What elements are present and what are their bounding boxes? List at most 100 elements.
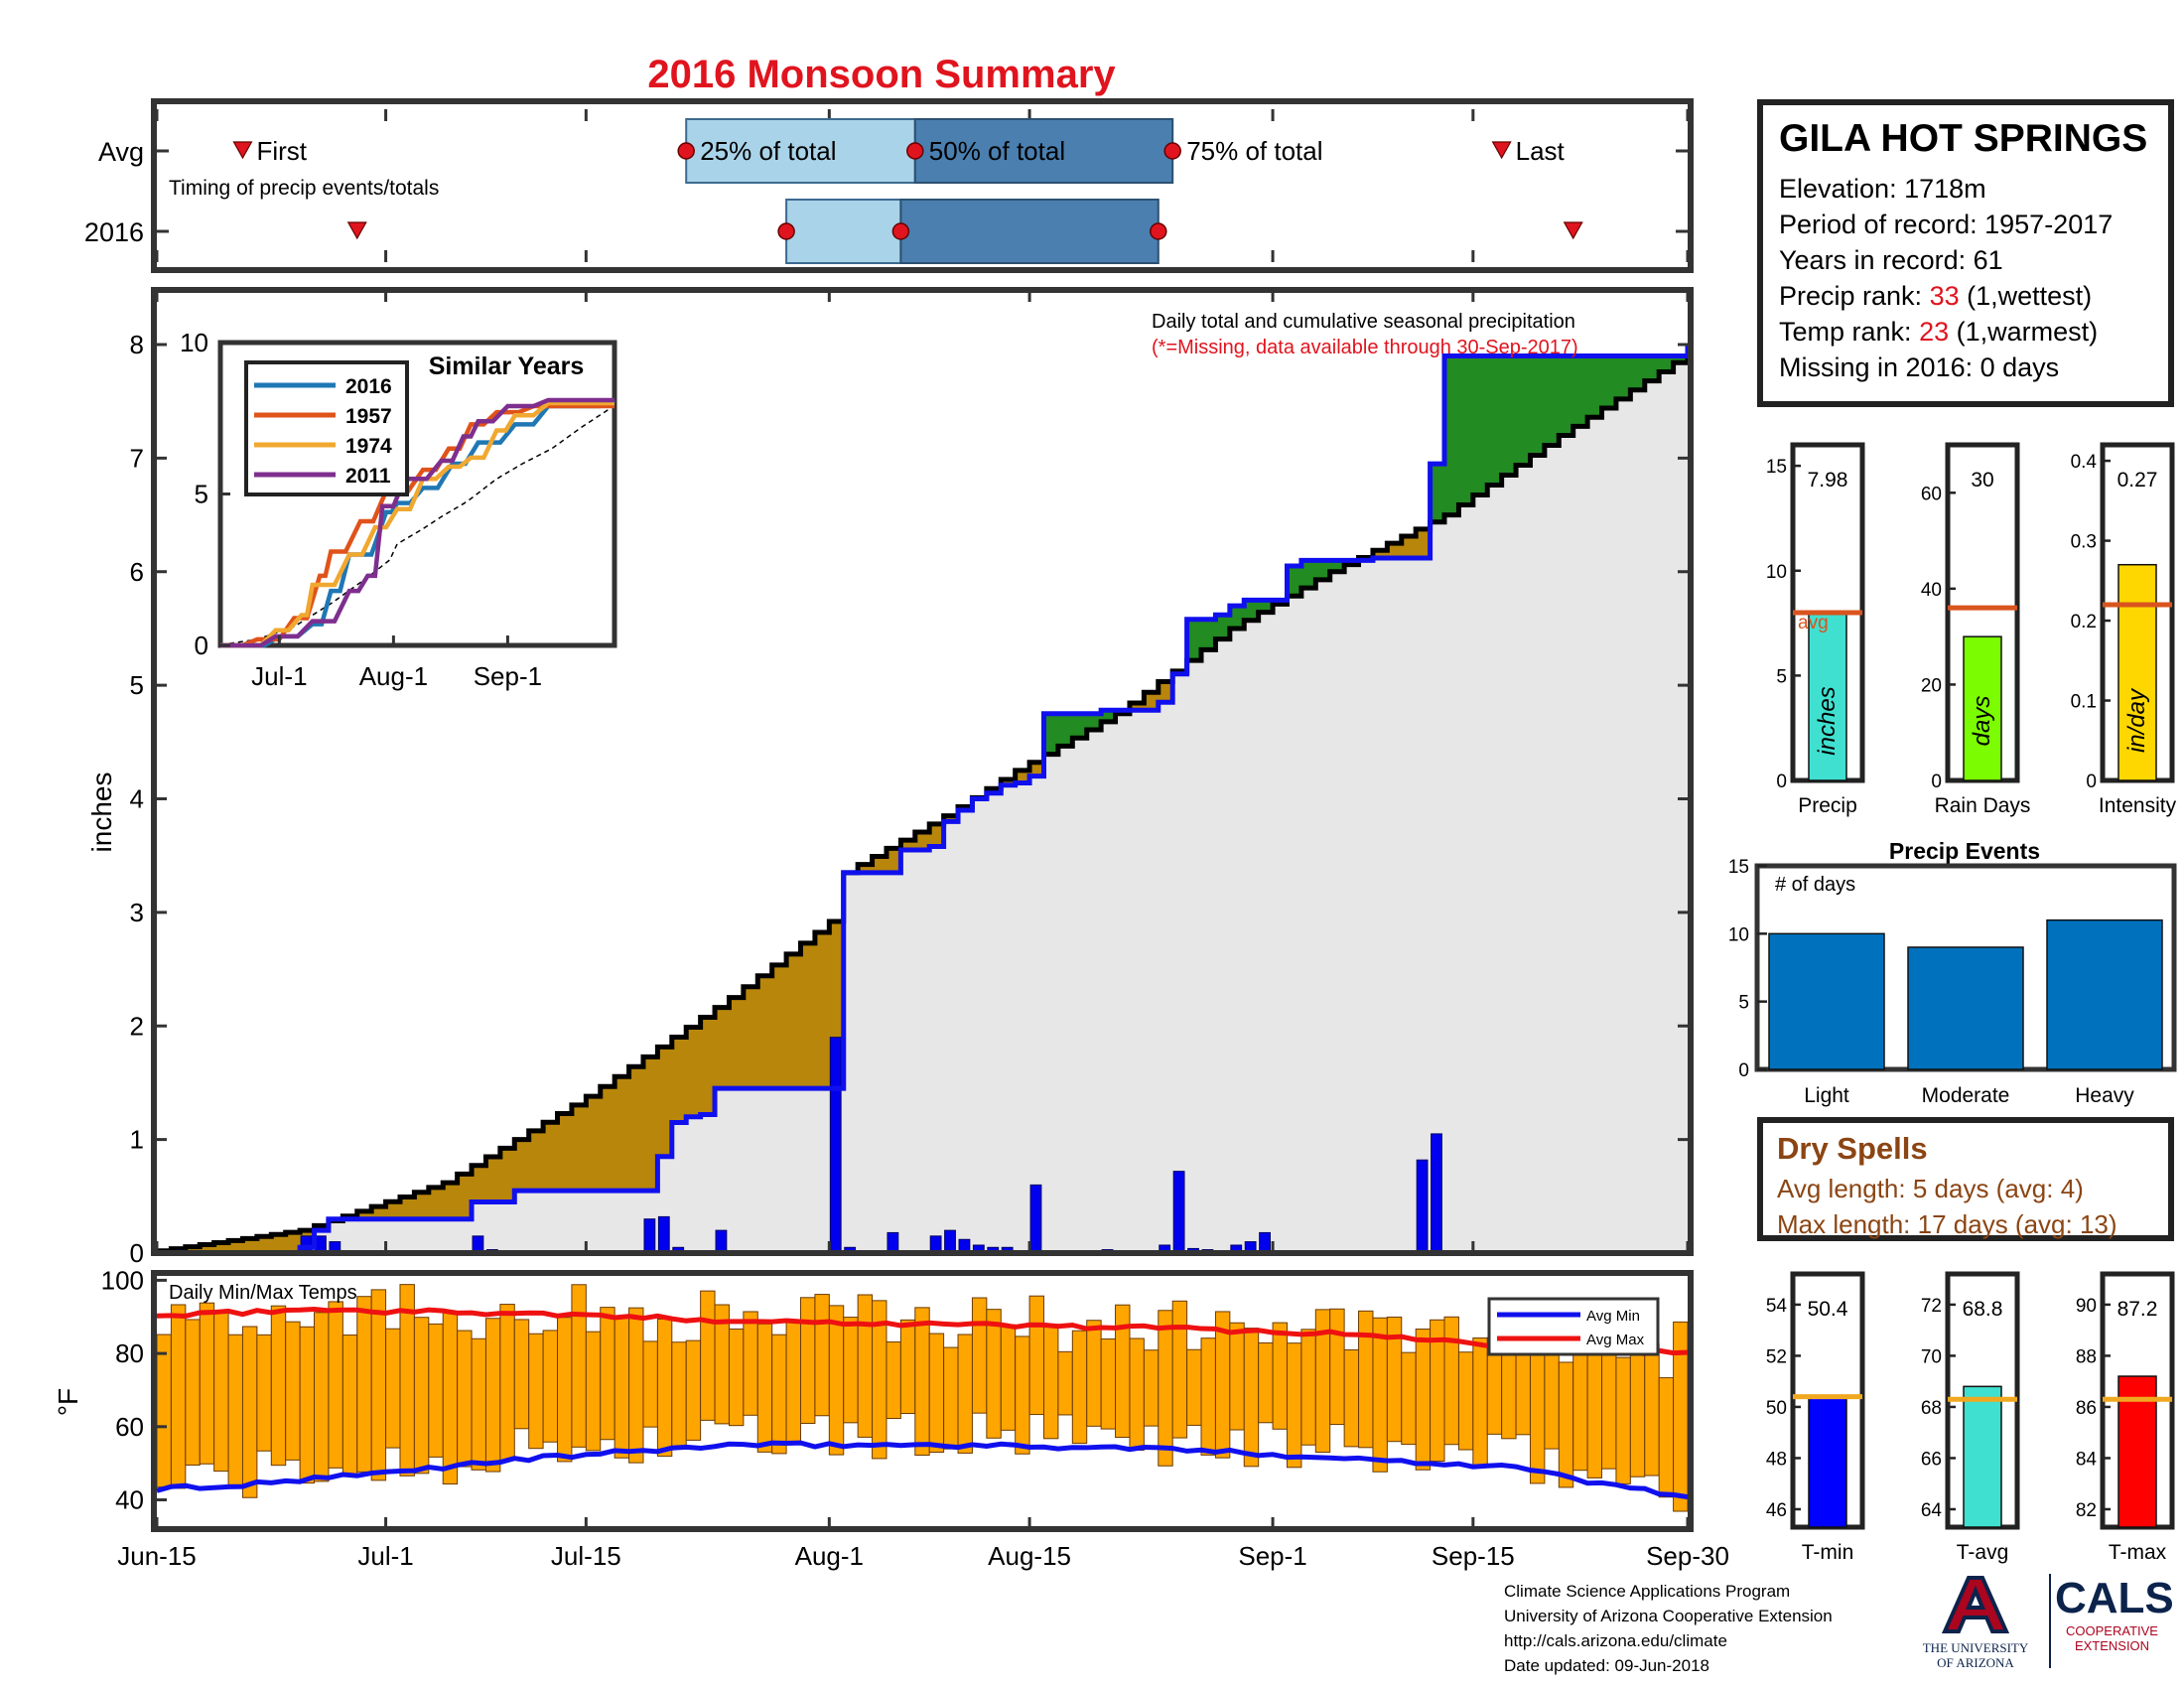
daily-precip-bar bbox=[643, 1218, 656, 1254]
missing-value: 0 days bbox=[1979, 352, 2060, 382]
daily-temp-range-bar bbox=[585, 1331, 602, 1452]
similar-years-title: Similar Years bbox=[429, 352, 585, 380]
above-average-band bbox=[1659, 355, 1675, 372]
below-average-band bbox=[543, 1122, 559, 1192]
precip-y-tick-label: 20 bbox=[1921, 675, 1942, 696]
period-value: 1957-2017 bbox=[1984, 210, 2114, 239]
inset-x-tick-label: Aug-1 bbox=[359, 661, 428, 691]
below-average-band bbox=[428, 1187, 444, 1219]
precip-value-bar bbox=[2117, 563, 2157, 781]
daily-temp-range-bar bbox=[1515, 1341, 1531, 1436]
precip-y-tick-label: 1 bbox=[130, 1125, 144, 1155]
precip-y-tick-label: 0.1 bbox=[2071, 692, 2097, 713]
daily-temp-range-bar bbox=[542, 1330, 559, 1443]
precip-events-annotation: # of days bbox=[1775, 874, 1855, 896]
years-label: Years in record: bbox=[1779, 245, 1967, 275]
precip-events-y-tick-label: 15 bbox=[1728, 857, 1749, 878]
university-of-arizona-logo: THE UNIVERSITY OF ARIZONA bbox=[1916, 1574, 2035, 1670]
below-average-band bbox=[399, 1196, 415, 1219]
timing-quantile-marker bbox=[777, 222, 795, 240]
precip-y-tick-label: 4 bbox=[130, 784, 144, 814]
avg-min-line bbox=[156, 1440, 1689, 1500]
above-average-band bbox=[1101, 710, 1117, 722]
temp-panel-label: T-min bbox=[1802, 1541, 1854, 1564]
below-average-band bbox=[771, 964, 787, 1089]
daily-temp-range-bar bbox=[1258, 1341, 1274, 1424]
daily-temp-range-bar bbox=[1071, 1330, 1088, 1445]
precip-y-tick-label: 8 bbox=[130, 330, 144, 359]
below-average-band bbox=[1372, 550, 1388, 559]
avg-cumulative-area bbox=[157, 362, 1688, 1253]
precip-chart-frame bbox=[151, 287, 1694, 1256]
footer-credits: Climate Science Applications Program Uni… bbox=[1504, 1579, 1833, 1678]
temps-y-axis-label: °F bbox=[53, 1388, 83, 1416]
period-line: Period of record: 1957-2017 bbox=[1779, 207, 2152, 242]
daily-precip-bar bbox=[829, 1037, 842, 1254]
daily-temp-range-bar bbox=[743, 1311, 758, 1416]
below-average-band bbox=[614, 1076, 630, 1192]
temp-panel-label: T-avg bbox=[1957, 1541, 2009, 1564]
temps-chart: 40 60 80 100 Avg Min Avg Max °F Daily Min/Max… bbox=[53, 1265, 1694, 1532]
below-average-band bbox=[700, 1017, 716, 1115]
above-average-band bbox=[1201, 619, 1216, 650]
timing-row-label-avg: Avg bbox=[98, 137, 144, 167]
below-average-band bbox=[271, 1234, 287, 1253]
daily-temp-range-bar bbox=[1358, 1310, 1374, 1449]
precip-y-tick-label: 60 bbox=[1921, 484, 1942, 504]
daily-temp-range-bar bbox=[499, 1304, 515, 1461]
daily-temp-range-bar bbox=[1572, 1343, 1588, 1472]
timing-first-label: First bbox=[256, 136, 307, 166]
timing-panel: Avg 2016 Timing of precip events/totals … bbox=[84, 98, 1694, 273]
temp-value-label: 50.4 bbox=[1808, 1298, 1848, 1321]
inset-x-tick-label: Jul-1 bbox=[251, 661, 307, 691]
daily-temp-range-bar bbox=[600, 1307, 615, 1441]
temps-legend-label-min: Avg Min bbox=[1586, 1308, 1640, 1325]
daily-temp-range-bar bbox=[285, 1321, 301, 1461]
daily-temp-range-bar bbox=[1415, 1329, 1432, 1471]
daily-temp-range-bar bbox=[685, 1339, 702, 1441]
daily-precip-bar bbox=[1029, 1184, 1042, 1254]
daily-temp-range-bar bbox=[471, 1337, 486, 1471]
daily-temp-range-bar bbox=[1057, 1350, 1073, 1416]
daily-temp-range-bar bbox=[299, 1326, 316, 1484]
timing-box-50-75 bbox=[913, 118, 1174, 184]
daily-temp-range-bar bbox=[484, 1318, 501, 1473]
similar-years-inset: 0 5 10 Jul-1 Aug-1 Sep-1 2016 1957 1974 2011 Simi… bbox=[180, 328, 617, 691]
daily-temp-range-bar bbox=[642, 1340, 658, 1428]
precip-events-category-label: Light bbox=[1804, 1084, 1849, 1107]
below-average-band bbox=[729, 997, 745, 1089]
dry-spells-avg-length: Avg length: 5 days (avg: 4) bbox=[1777, 1174, 2084, 1203]
daily-temp-range-bar bbox=[928, 1333, 945, 1454]
daily-temp-range-bar bbox=[728, 1328, 745, 1427]
date-tick-label: Sep-30 bbox=[1646, 1541, 1729, 1571]
temp-y-tick-label: 86 bbox=[2076, 1398, 2097, 1419]
daily-temp-range-bar bbox=[571, 1284, 587, 1448]
temps-y-tick-label: 80 bbox=[115, 1338, 144, 1368]
timing-first-last-marker bbox=[232, 141, 253, 160]
temp-y-tick-label: 68 bbox=[1921, 1398, 1942, 1419]
timing-first-last-marker bbox=[1563, 221, 1583, 240]
daily-precip-bar bbox=[944, 1229, 956, 1254]
daily-temp-range-bar bbox=[528, 1333, 544, 1450]
date-tick-label: Sep-1 bbox=[1238, 1541, 1306, 1571]
daily-precip-bar bbox=[657, 1215, 670, 1254]
daily-temp-range-bar bbox=[756, 1323, 773, 1453]
daily-temp-range-bar bbox=[1629, 1342, 1646, 1477]
below-average-band bbox=[872, 856, 887, 873]
precip-events-title: Precip Events bbox=[1889, 838, 2040, 864]
daily-temp-range-bar bbox=[1472, 1337, 1488, 1467]
above-average-band bbox=[1559, 355, 1574, 436]
above-average-band bbox=[1057, 713, 1073, 747]
daily-temp-range-bar bbox=[886, 1340, 901, 1420]
precip-value-bar bbox=[1963, 635, 2002, 781]
daily-temp-range-bar bbox=[385, 1328, 401, 1449]
timing-quantile-marker bbox=[1150, 222, 1167, 240]
daily-temp-range-bar bbox=[413, 1317, 430, 1475]
below-average-band bbox=[528, 1130, 544, 1192]
daily-precip-bar bbox=[1259, 1231, 1271, 1254]
below-average-band bbox=[472, 1165, 486, 1202]
temp-y-tick-label: 48 bbox=[1766, 1449, 1787, 1470]
precip-summary-panels: 7.98 0 5 10 15 Precip inches avg 30 0 20 40 60 Rain D… bbox=[1766, 442, 2177, 817]
temp-rank-line: Temp rank: 23 (1,warmest) bbox=[1779, 314, 2152, 350]
ua-logo-line-1: THE UNIVERSITY bbox=[1922, 1640, 2029, 1655]
